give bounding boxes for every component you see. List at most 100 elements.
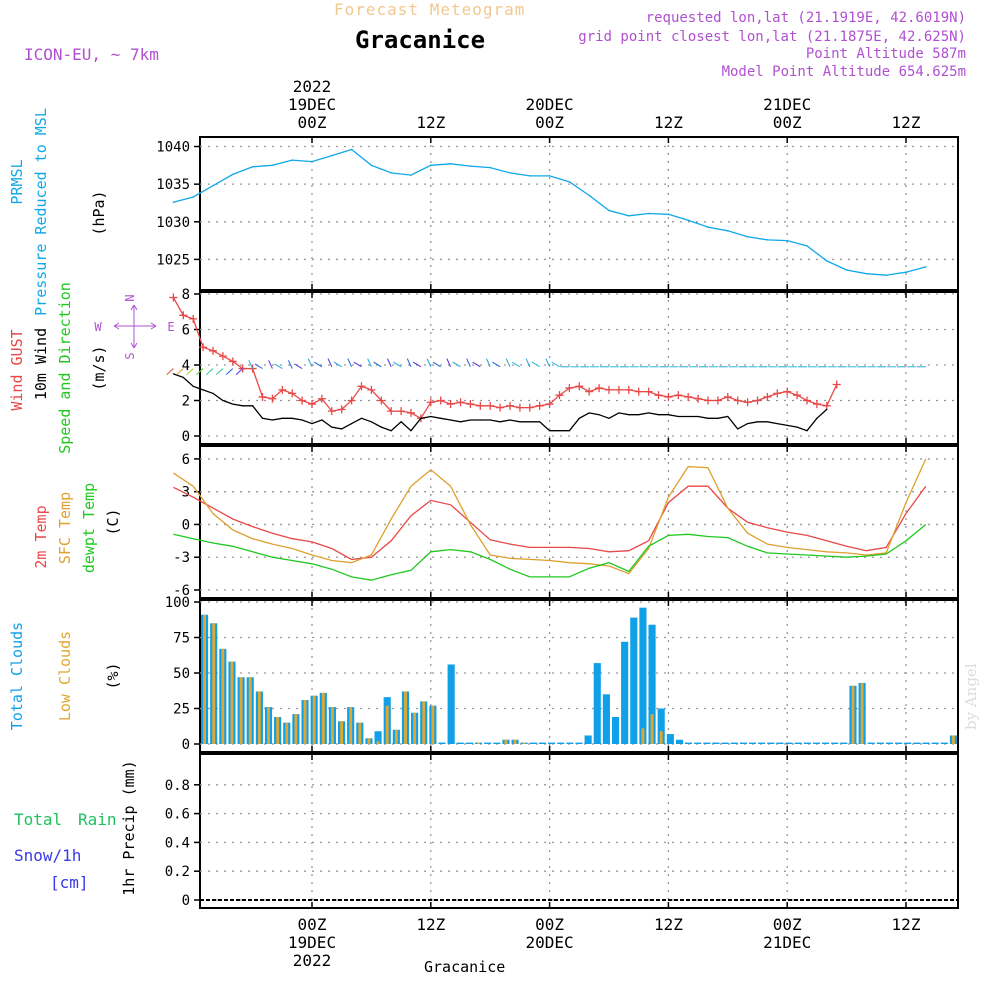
x-year-label-bottom: 2022 (293, 951, 332, 970)
wind-direction-arrow (353, 361, 362, 368)
total-cloud-bar (484, 742, 492, 744)
wind-direction-arrow (274, 363, 283, 370)
model-altitude: Model Point Altitude 654.625m (721, 64, 966, 80)
wind-direction-arrow (248, 360, 254, 369)
total-cloud-bar (447, 664, 455, 744)
prmsl-label: PRMSL (8, 159, 26, 204)
total-cloud-bar (712, 742, 720, 744)
total-cloud-bar (639, 607, 647, 744)
wind-point (628, 414, 630, 416)
wind-direction-arrow (426, 358, 432, 368)
pressure-point (548, 175, 551, 177)
low-cloud-bar (330, 707, 334, 744)
wind-direction-arrow (215, 368, 224, 376)
wind-direction-arrow (452, 361, 461, 368)
low-cloud-bar (641, 728, 645, 744)
wind-direction-arrow (176, 368, 184, 376)
low-cloud-bar (477, 742, 480, 744)
total-cloud-bar (940, 742, 948, 744)
x-tick-label-top: 12Z (654, 113, 683, 132)
wind-10m-label: 10m Wind (32, 328, 50, 400)
wind-direction-arrow (287, 360, 293, 369)
wind-point (776, 422, 778, 425)
gust-marker (476, 401, 485, 410)
y-tick-label: 0 (182, 893, 190, 909)
gust-marker (525, 403, 534, 412)
y-tick-label: 1030 (156, 215, 190, 231)
pressure-point (370, 164, 373, 167)
wind-point (370, 421, 372, 423)
wind-direction-arrow (196, 368, 204, 376)
precip-rain-label: Rain (78, 810, 117, 829)
total-cloud-bar (694, 742, 702, 744)
precip-snow-label: Snow/1h (14, 846, 81, 865)
total-cloud-bar (493, 742, 501, 744)
y-tick-label: 0.6 (165, 807, 190, 823)
location-title: Gracanice (355, 26, 486, 54)
pressure-point (885, 274, 887, 277)
wind-point (539, 421, 541, 423)
compass-south: S (123, 352, 137, 359)
x-tick-label-bottom: 12Z (416, 915, 445, 934)
wind-point (390, 430, 392, 432)
total-cloud-bar (602, 694, 610, 744)
gust-marker (545, 400, 554, 409)
wind-direction-arrow (205, 368, 214, 376)
y-tick-label: 1040 (156, 140, 190, 156)
point-altitude: Point Altitude 587m (805, 46, 966, 62)
low-cloud-bar (267, 707, 270, 744)
panel-frame (199, 599, 959, 753)
wind-direction-arrow (472, 361, 481, 368)
x-date-label-bottom: 19DEC (288, 933, 336, 952)
wind-point (242, 405, 244, 407)
pressure-point (172, 201, 175, 204)
low-cloud-bar (504, 739, 508, 744)
total-cloud-bar (913, 742, 921, 744)
gust-marker (713, 396, 722, 405)
gust-marker (367, 385, 376, 394)
pressure-point (628, 214, 630, 217)
low-cloud-bar (340, 721, 343, 744)
total-cloud-bar (840, 742, 848, 744)
total-cloud-bar (675, 739, 684, 744)
wind-point (489, 419, 491, 421)
gust-marker (822, 401, 831, 410)
panel-frame (199, 445, 959, 599)
gust-marker (446, 400, 455, 409)
pressure-point (865, 272, 868, 275)
wind-point (182, 376, 184, 379)
requested-coords: requested lon,lat (21.1919E, 42.6019N) (645, 10, 966, 26)
wind-point (252, 405, 254, 407)
wind-point (529, 421, 531, 423)
panel-wind: 0 2 4 6 8 (182, 287, 959, 445)
wind-point (667, 414, 670, 416)
pressure-point (687, 219, 689, 222)
total-cloud-bar (904, 742, 912, 744)
gust-marker (387, 407, 396, 416)
wind-unit-label: (m/s) (90, 345, 108, 390)
gust-marker (179, 311, 188, 320)
gust-marker (308, 400, 316, 409)
y-tick-label: -3 (173, 550, 190, 566)
total-cloud-bar (748, 742, 757, 744)
total-cloud-bar (621, 641, 629, 744)
wind-direction-arrow (525, 358, 531, 368)
wind-point (351, 422, 353, 425)
low-cloud-bar (394, 729, 398, 744)
pressure-point (766, 239, 769, 241)
gust-marker (684, 392, 693, 401)
gust-marker (743, 398, 752, 407)
x-tick-label-top: 00Z (298, 113, 327, 132)
wind-direction-arrow (225, 368, 234, 376)
low-cloud-bar (851, 685, 855, 744)
wind-point (687, 415, 689, 418)
wind-direction-arrow (294, 363, 303, 370)
wind-point (380, 426, 382, 428)
y-tick-label: 6 (182, 452, 190, 468)
wind-point (816, 417, 818, 419)
pressure-point (232, 173, 234, 176)
wind-point (717, 417, 719, 419)
y-tick-label: 4 (182, 358, 190, 374)
low-cloud-bar (404, 691, 407, 744)
